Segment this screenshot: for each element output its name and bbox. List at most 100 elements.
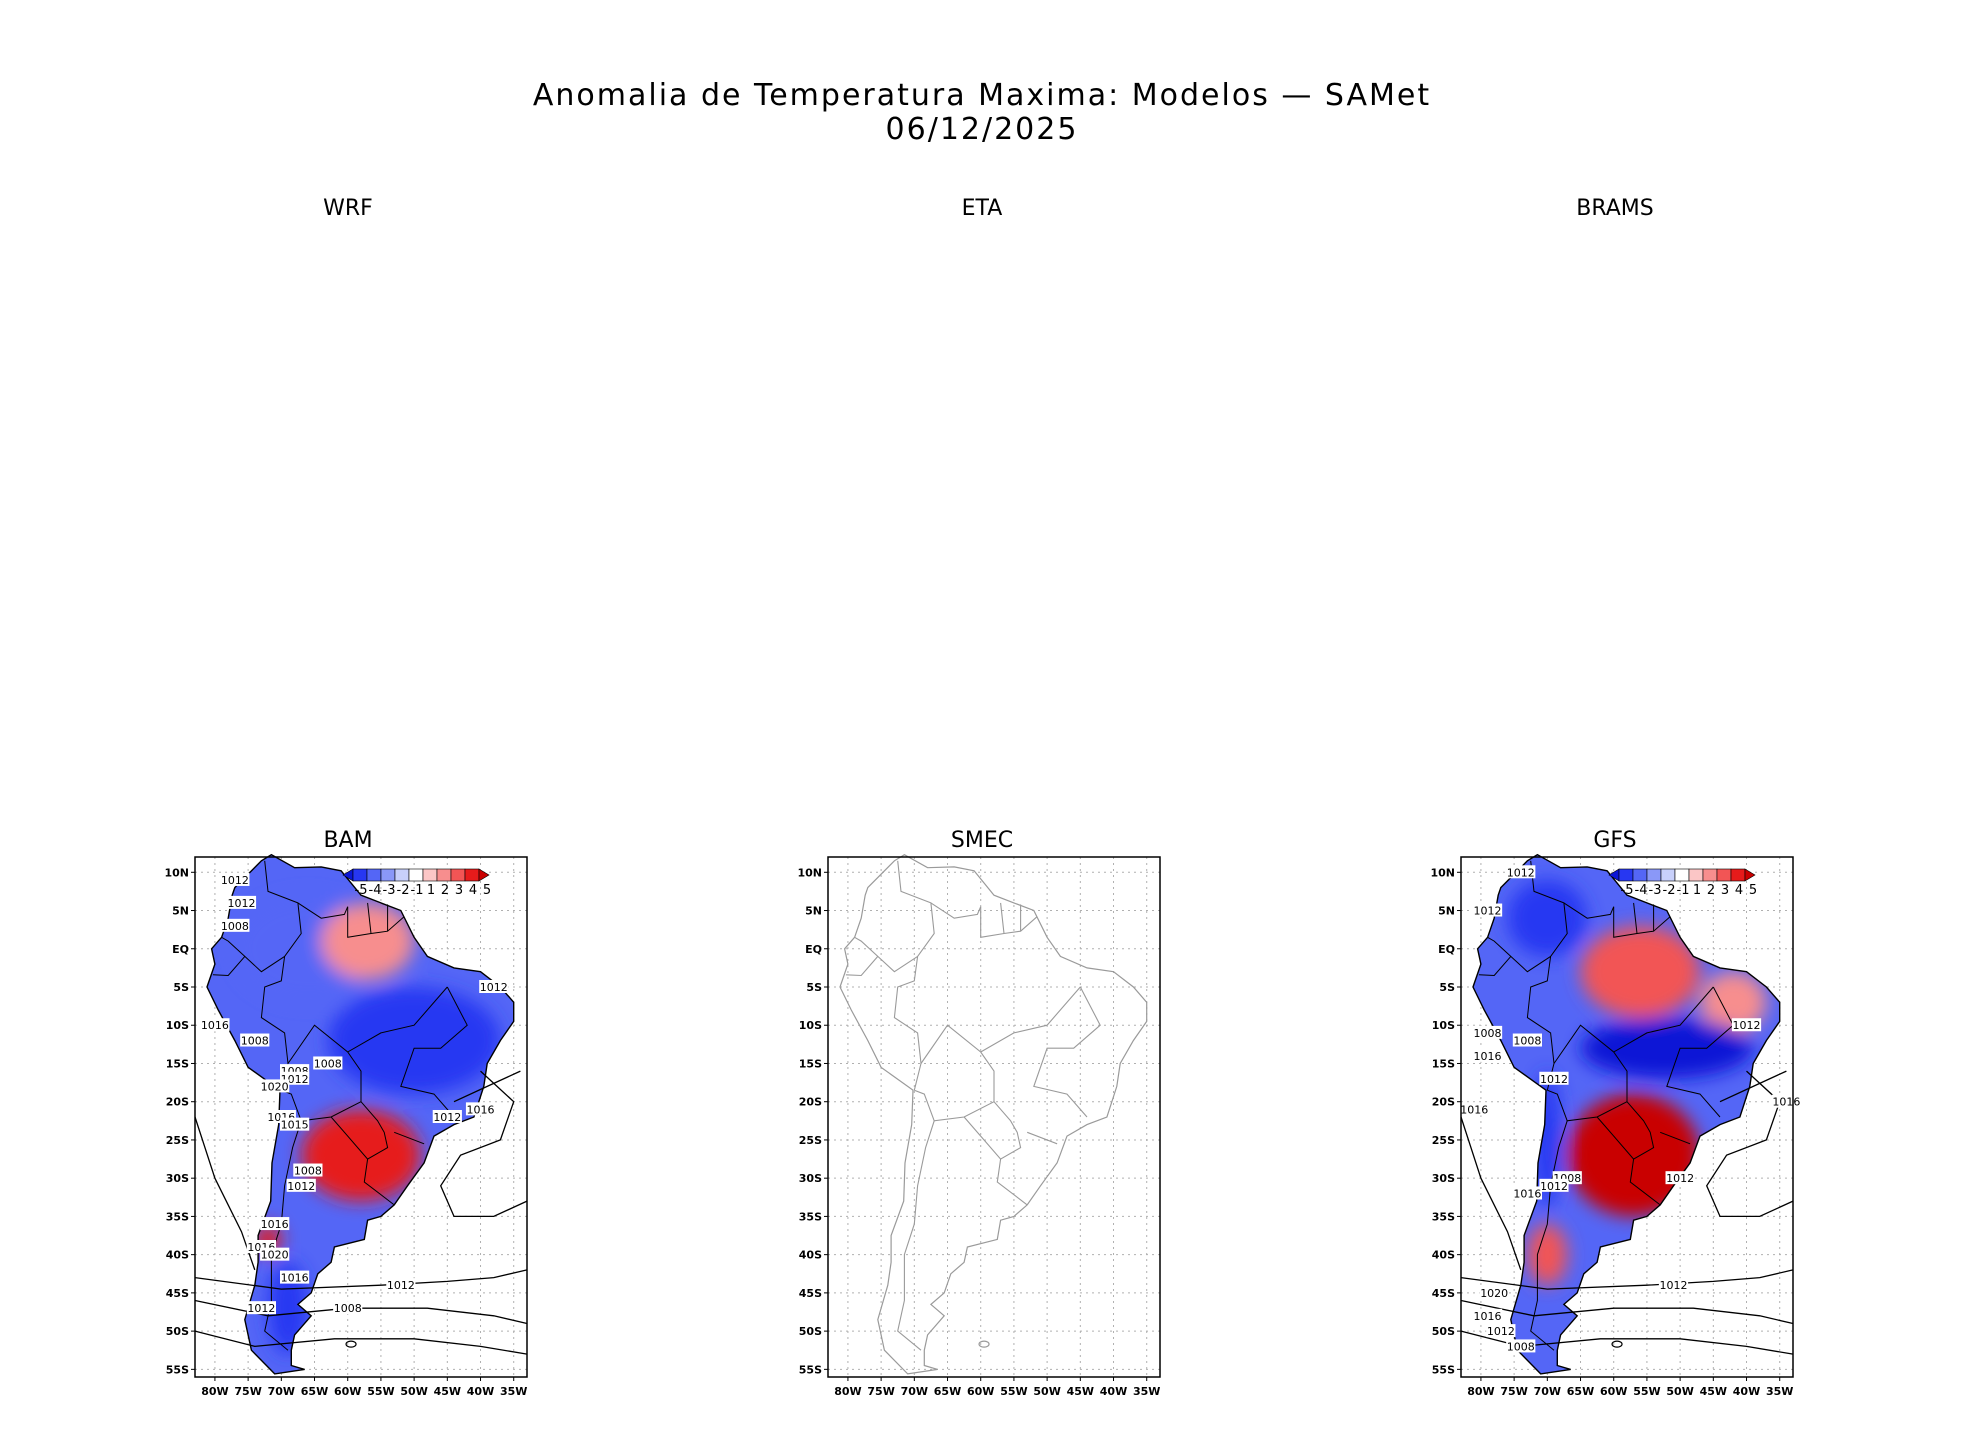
country-border [1530,1120,1568,1351]
isobar-label-bg [1539,1071,1569,1085]
isobar-label-bg [1512,1033,1542,1047]
anomaly-region-central-band [1580,1017,1754,1079]
country-border [914,1024,995,1122]
axis: 10N 5N EQ 5S 10S 15S 20S 25S 30S 35S 40S 45S 50S 55S 8… [164,866,527,1398]
isobar-label: 1008 [1474,1027,1502,1040]
isobar-line [439,1070,528,1218]
colorbar-label: 3 [455,883,463,898]
colorbar-swatch [1646,868,1662,882]
y-tick-label: EQ [172,943,189,956]
figure-date: 06/12/2025 [885,112,1079,147]
panel-title-brams: BRAMS [1576,196,1654,221]
isobar-label: 1012 [1474,905,1502,918]
isobar-label-bg [1472,903,1503,917]
isobar-label-group: 1012 [286,1178,316,1193]
anomaly-region-central-brazil [327,987,501,1095]
isobar-label-bg [220,918,250,932]
y-tick-label: 45S [166,1287,189,1300]
isobar-line [453,1070,521,1103]
country-border [212,956,246,977]
y-tick-label: 55S [1432,1363,1455,1376]
country-border [394,1131,425,1145]
y-tick-label: 10S [166,1019,189,1032]
colorbar-swatch [1632,868,1648,882]
y-tick-label: 30S [166,1172,189,1185]
axis: 10N 5N EQ 5S 10S 15S 20S 25S 30S 35S 40S 45S 50S 55S 8… [1430,866,1793,1398]
coastline [839,854,1148,1375]
isobar-label-group: 1016 [280,1270,310,1285]
isobar-label-group: 1016 [1472,1048,1503,1063]
isobar-label-group: 1008 [220,918,250,933]
isobar-label-bg [1539,1178,1569,1192]
axis: 10N 5N EQ 5S 10S 15S 20S 25S 30S 35S 40S 45S 50S 55S 8… [797,866,1160,1398]
isobar-label-group: 1012 [386,1278,416,1292]
isobar-label-bg [200,1018,230,1032]
isobar-label: 1012 [480,981,508,994]
isobar-label: 1012 [1666,1172,1694,1185]
country-border [1478,956,1512,977]
isobar-label-group: 1008 [1506,1339,1536,1353]
colorbar-swatch [394,868,410,882]
colorbar-label: 1 [1693,883,1701,898]
x-tick-label: 40W [1733,1385,1760,1398]
figure-title: Anomalia de Temperatura Maxima: Modelos … [532,78,1432,113]
y-tick-label: 15S [166,1057,189,1070]
isobar-label-bg [333,1301,363,1315]
isobar-label: 1012 [1540,1180,1568,1193]
isobar-label-group: 1008 [293,1163,323,1178]
colorbar-label: 4 [1735,883,1743,898]
panel-title-smec: SMEC [950,828,1014,853]
x-tick-label: 60W [1600,1385,1627,1398]
isobar-label-bg [260,1247,290,1261]
bam-map: 1012 1012 1008 1012 1016 1008 1008 1012 1020 1008… [164,853,528,1398]
country-border [264,1120,302,1351]
isobar-label: 1016 [467,1103,495,1116]
country-border [1526,860,1568,1091]
isobar-label-bg [260,1079,290,1093]
panel-title-bam: BAM [323,828,373,853]
isobar-label-bg [240,1033,270,1047]
isobar-label-bg [1472,1025,1503,1039]
isobar-label-bg [432,1110,462,1123]
isobar-label-group: 1012 [220,872,250,887]
y-tick-label: 40S [799,1249,822,1262]
isobar-label: 1008 [221,920,249,933]
colorbar-label: -5 [1621,883,1634,898]
y-tick-label: 55S [166,1363,189,1376]
colorbar-swatch [1716,868,1732,882]
y-tick-label: 50S [799,1325,822,1338]
anomaly-region-amazon-north [1580,925,1701,1018]
isobar-label: 1016 [1772,1096,1800,1109]
isobar-label: 1015 [281,1119,309,1132]
x-tick-label: 40W [1100,1385,1127,1398]
x-tick-label: 35W [1766,1385,1793,1398]
isobar-label-bg [1472,1048,1503,1062]
isobar-label-bg [1658,1278,1689,1292]
country-border [963,1101,1022,1160]
country-border [297,902,349,919]
isobar-label-group: 1016 [465,1102,496,1116]
country-border [1033,986,1101,1118]
colorbar-swatch [436,868,452,882]
isobar-labels: 1012101210121008100810161012101610161008… [1459,865,1801,1353]
isobar-label: 1012 [287,1180,315,1193]
country-border [845,956,879,977]
colorbar-swatch [408,868,424,882]
x-tick-label: 55W [1633,1385,1660,1398]
isobar-label-group: 1016 [1512,1186,1542,1200]
x-tick-label: 75W [234,1385,261,1398]
x-tick-label: 70W [901,1385,928,1398]
falkland-islands [1611,1340,1623,1348]
y-tick-label: 5S [806,981,822,994]
isobar-label-group: 1020 [260,1247,290,1262]
isobar-label: 1012 [247,1302,275,1315]
isobar-label: 1008 [294,1165,322,1178]
isobar-label-group: 1008 [1512,1033,1542,1048]
anomaly-region-chile-argentina-south [1527,1224,1568,1286]
coastline [206,853,515,1375]
y-tick-label: 30S [799,1172,822,1185]
y-tick-label: 20S [1432,1096,1455,1109]
isobar-label-bg [1486,1324,1516,1338]
isobar-label-bg [226,895,257,909]
map-frame-border [827,856,1161,1378]
